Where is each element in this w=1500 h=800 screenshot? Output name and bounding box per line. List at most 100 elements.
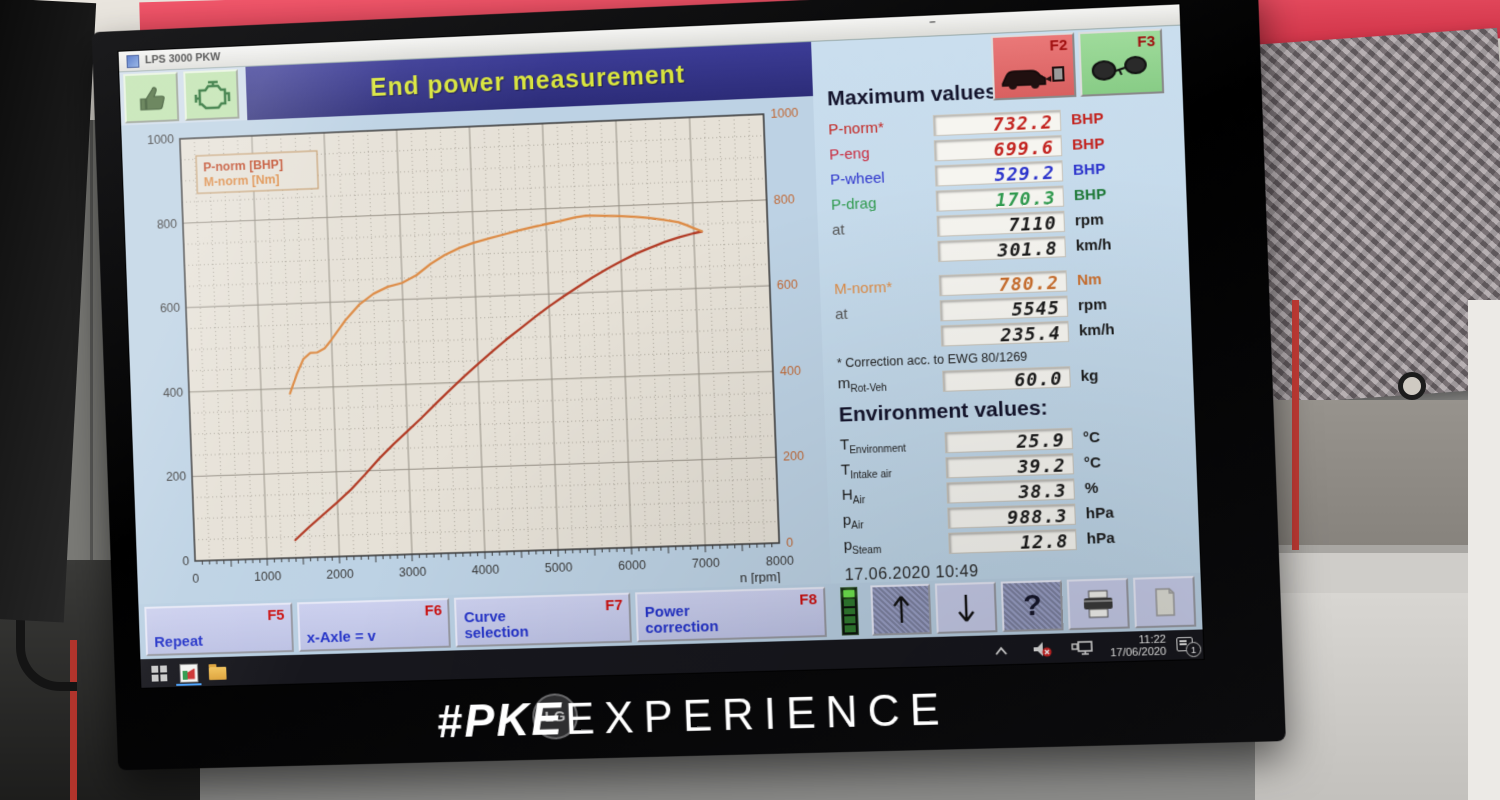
value-display: 529.2 <box>934 160 1064 187</box>
window-title: LPS 3000 PKW <box>144 51 221 67</box>
row-label: P-eng <box>828 144 870 164</box>
row-unit: BHP <box>1070 109 1104 129</box>
row-label <box>836 336 941 340</box>
taskbar-clock[interactable]: 11:22 17/06/2020 <box>1110 634 1167 660</box>
tray-expand-button[interactable] <box>987 637 1014 664</box>
svg-text:5000: 5000 <box>545 560 573 575</box>
svg-text:7000: 7000 <box>692 556 720 571</box>
svg-text:1000: 1000 <box>147 132 175 147</box>
row-label: P-norm* <box>828 119 885 139</box>
row-label: TEnvironment <box>839 435 907 456</box>
values-panel: Maximum values: P-norm* 732.2 BHP P-eng … <box>811 25 1201 584</box>
taskbar-file-explorer[interactable] <box>204 659 230 685</box>
volume-button[interactable] <box>1028 636 1055 663</box>
chevron-up-icon <box>994 646 1009 655</box>
svg-text:0: 0 <box>192 572 199 586</box>
fkey-label: F5 <box>267 606 285 625</box>
f3-roller-set-button[interactable]: F3 <box>1078 28 1165 97</box>
app-window-icon <box>126 54 140 68</box>
row-unit: hPa <box>1085 504 1115 523</box>
engine-icon <box>191 77 231 112</box>
row-unit: BHP <box>1073 185 1107 205</box>
svg-text:8000: 8000 <box>766 554 794 569</box>
start-button[interactable] <box>146 660 172 686</box>
svg-text:1000: 1000 <box>770 106 798 121</box>
curve-selection-button[interactable]: F7 Curve selection <box>454 592 632 648</box>
row-unit: °C <box>1082 428 1101 447</box>
screen: LPS 3000 PKW – F2 F3 <box>117 3 1205 689</box>
page-down-button[interactable] <box>935 581 998 634</box>
exit-button[interactable] <box>1133 575 1197 629</box>
row-unit: Nm <box>1076 270 1103 290</box>
f2-label: F2 <box>1049 36 1068 55</box>
door-frame <box>1468 300 1500 800</box>
svg-text:0: 0 <box>786 535 794 549</box>
value-display: 732.2 <box>932 109 1062 137</box>
row-label <box>833 251 938 255</box>
svg-text:M-norm [Nm]: M-norm [Nm] <box>204 172 280 189</box>
value-display: 7110 <box>936 210 1066 237</box>
print-button[interactable] <box>1066 577 1130 631</box>
notification-center-button[interactable]: 1 <box>1176 636 1202 658</box>
svg-text:400: 400 <box>163 385 184 400</box>
row-unit: km/h <box>1078 321 1115 340</box>
page-title: End power measurement <box>369 59 686 102</box>
value-display: 5545 <box>939 295 1069 322</box>
value-display: 12.8 <box>948 528 1077 554</box>
svg-text:800: 800 <box>157 216 178 231</box>
file-explorer-icon <box>208 666 227 681</box>
row-label: at <box>834 305 849 324</box>
speaker-muted-icon <box>1033 642 1052 658</box>
svg-text:4000: 4000 <box>472 562 500 577</box>
engine-button[interactable] <box>183 69 240 121</box>
row-unit: rpm <box>1074 211 1105 230</box>
cable-hook <box>16 618 77 691</box>
page-up-button[interactable] <box>869 583 933 636</box>
row-unit: rpm <box>1077 296 1108 315</box>
row-unit: hPa <box>1086 529 1116 548</box>
question-mark-icon: ? <box>1022 588 1043 623</box>
network-icon <box>1071 640 1094 657</box>
load-level-indicator <box>839 586 859 636</box>
minimize-button[interactable]: – <box>929 16 936 29</box>
value-display: 780.2 <box>938 270 1068 297</box>
printer-icon <box>1083 588 1113 619</box>
network-button[interactable] <box>1069 635 1096 662</box>
dyno-rollers-icon <box>1087 51 1154 88</box>
taskbar-lps-app[interactable] <box>175 660 201 686</box>
dyno-chart: 0 1000 2000 3000 4000 5000 6000 7000 80000200400… <box>147 106 805 586</box>
brand-experience: EXPERIENCE <box>564 684 951 745</box>
row-label: TIntake air <box>840 460 892 482</box>
measurement-area: End power measurement 0 1000 2000 3000 4000 5… <box>119 41 831 604</box>
row-label: at <box>831 221 845 239</box>
value-display: 25.9 <box>944 427 1074 454</box>
svg-text:200: 200 <box>166 470 187 485</box>
monitor: LPS 3000 PKW – F2 F3 <box>91 0 1286 771</box>
car-to-dyno-icon <box>1000 59 1066 90</box>
value-display: 60.0 <box>942 366 1071 392</box>
fkey-label: F6 <box>424 602 443 620</box>
value-display: 170.3 <box>935 185 1065 212</box>
repeat-button[interactable]: F5 Repeat <box>144 602 294 657</box>
svg-text:0: 0 <box>182 554 189 568</box>
button-label: Power correction <box>644 602 719 638</box>
banner-eyelet <box>1398 372 1426 400</box>
f2-drive-on-button[interactable]: F2 <box>990 32 1077 101</box>
environment-heading: Environment values: <box>838 396 1049 427</box>
row-label: mRot-Veh <box>837 374 888 395</box>
lps3000-app-icon <box>178 663 199 683</box>
row-label: P-wheel <box>829 169 886 189</box>
door-exit-icon <box>1152 586 1178 619</box>
svg-text:P-norm [BHP]: P-norm [BHP] <box>203 157 283 174</box>
value-display: 38.3 <box>946 478 1075 504</box>
button-label: x-Axle = v <box>306 627 377 647</box>
power-correction-button[interactable]: F8 Power correction <box>635 586 827 643</box>
svg-text:2000: 2000 <box>326 567 354 582</box>
confirm-button[interactable] <box>123 71 180 124</box>
svg-text:1000: 1000 <box>254 569 282 584</box>
fkey-label: F7 <box>604 596 623 615</box>
help-button[interactable]: ? <box>1001 579 1064 633</box>
svg-text:3000: 3000 <box>399 565 427 580</box>
x-axle-button[interactable]: F6 x-Axle = v <box>296 597 452 652</box>
row-unit: kg <box>1080 367 1099 386</box>
